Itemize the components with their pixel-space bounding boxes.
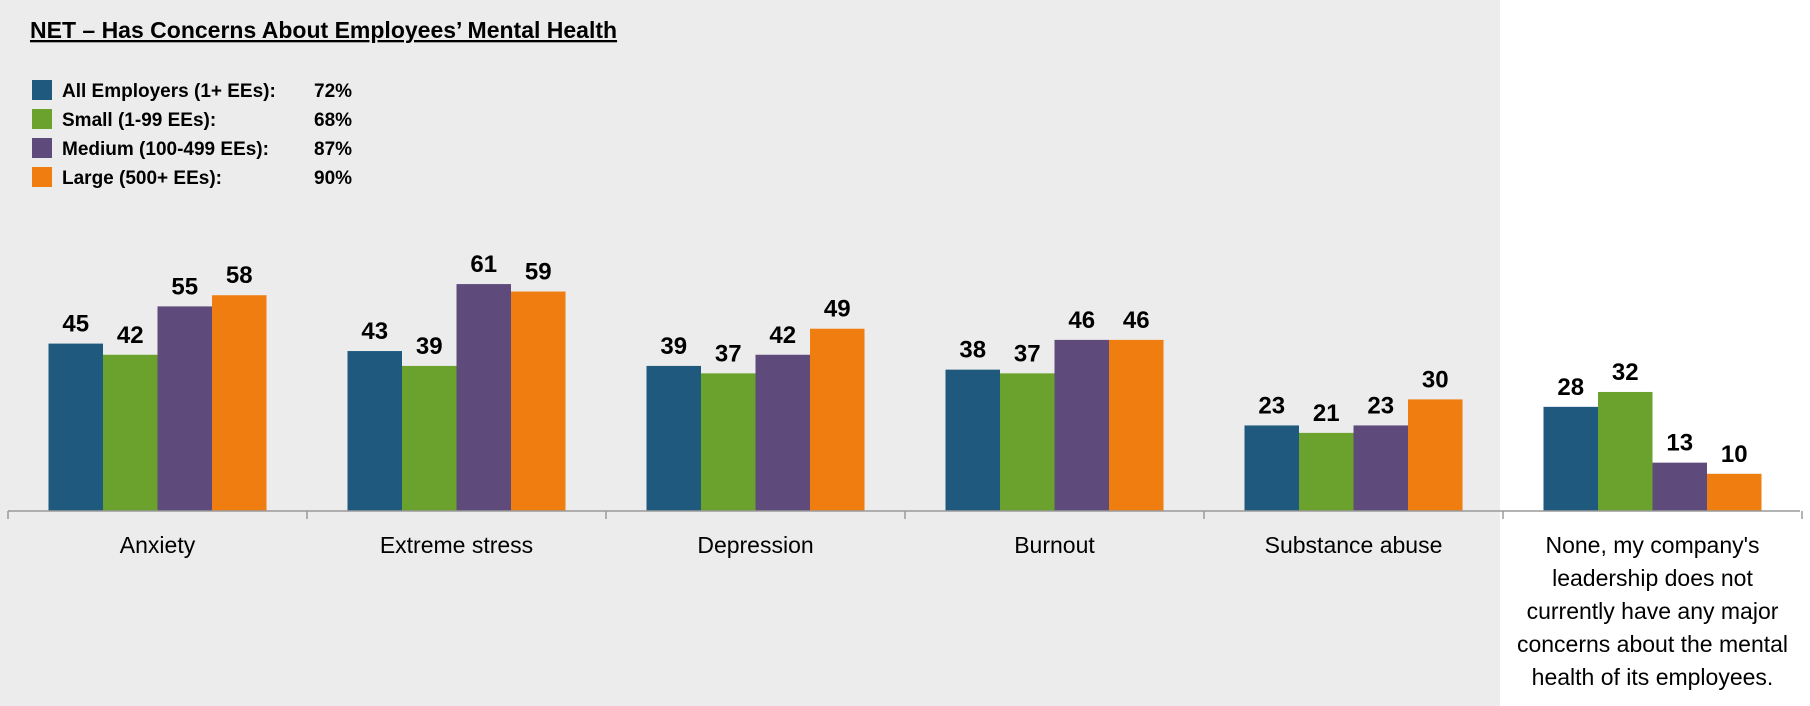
chart-title: NET – Has Concerns About Employees’ Ment… xyxy=(30,17,617,43)
bar xyxy=(1707,473,1762,511)
legend-label: Medium (100-499 EEs): xyxy=(62,139,269,160)
data-label: 42 xyxy=(117,322,144,349)
legend-swatch xyxy=(32,167,52,187)
legend-net-value: 72% xyxy=(314,81,352,102)
data-label: 30 xyxy=(1422,366,1449,393)
bar xyxy=(347,351,402,511)
category-label: Depression xyxy=(697,532,813,558)
legend-swatch xyxy=(32,80,52,100)
bar xyxy=(1598,391,1653,511)
data-label: 55 xyxy=(171,273,198,300)
category-label: Substance abuse xyxy=(1265,532,1443,558)
category-label: None, my company's xyxy=(1545,532,1759,558)
data-label: 13 xyxy=(1666,430,1693,457)
bar xyxy=(755,354,810,511)
data-label: 23 xyxy=(1258,392,1285,419)
bar xyxy=(1408,399,1463,511)
data-label: 42 xyxy=(769,322,796,349)
bar xyxy=(1652,462,1707,511)
bar xyxy=(212,295,267,511)
x-axis-ticks xyxy=(7,511,1803,519)
category-label: Extreme stress xyxy=(380,532,533,558)
legend-swatch xyxy=(32,109,52,129)
category-label: Burnout xyxy=(1014,532,1095,558)
data-label: 39 xyxy=(416,333,443,360)
bar xyxy=(1244,425,1299,511)
data-label: 45 xyxy=(62,311,89,338)
bar xyxy=(511,291,566,511)
legend-label: All Employers (1+ EEs): xyxy=(62,81,276,102)
data-label: 49 xyxy=(824,296,851,323)
data-label: 37 xyxy=(1014,340,1041,367)
bar xyxy=(945,369,1000,511)
legend-swatch xyxy=(32,138,52,158)
category-label: health of its employees. xyxy=(1532,664,1774,690)
bar xyxy=(48,343,103,511)
bar xyxy=(1109,339,1164,511)
data-label: 39 xyxy=(660,333,687,360)
legend-label: Large (500+ EEs): xyxy=(62,168,222,189)
data-label: 38 xyxy=(959,337,986,364)
data-label: 21 xyxy=(1313,400,1340,427)
bar xyxy=(646,365,701,511)
bar xyxy=(1000,373,1055,511)
data-labels-group: 45 42 55 58 43 39 61 59 39 37 42 49 38 37 46 46 23 21 23 30… xyxy=(62,251,1747,468)
bar xyxy=(1353,425,1408,511)
category-label: concerns about the mental xyxy=(1517,631,1788,657)
category-label: Anxiety xyxy=(120,532,196,558)
data-label: 46 xyxy=(1123,307,1150,334)
legend-net-value: 68% xyxy=(314,110,352,131)
data-label: 61 xyxy=(470,251,497,278)
legend-label: Small (1-99 EEs): xyxy=(62,110,216,131)
data-label: 32 xyxy=(1612,359,1639,386)
legend: All Employers (1+ EEs): 72% Small (1-99 EE… xyxy=(32,80,352,189)
data-label: 28 xyxy=(1557,374,1584,401)
bar xyxy=(810,328,865,511)
category-labels-group: Anxiety Extreme stress Depression Burnout Su… xyxy=(120,532,1788,690)
data-label: 37 xyxy=(715,340,742,367)
legend-net-value: 90% xyxy=(314,168,352,189)
data-label: 59 xyxy=(525,259,552,286)
bar xyxy=(402,365,457,511)
bar xyxy=(456,284,511,511)
legend-net-value: 87% xyxy=(314,139,352,160)
bar xyxy=(157,306,212,511)
data-label: 58 xyxy=(226,262,253,289)
bar xyxy=(103,354,158,511)
bar xyxy=(1299,432,1354,511)
bars-group xyxy=(48,284,1762,511)
data-label: 23 xyxy=(1367,392,1394,419)
bar xyxy=(1054,339,1109,511)
bar xyxy=(1543,406,1598,511)
category-label: leadership does not xyxy=(1552,565,1753,591)
category-label: currently have any major xyxy=(1527,598,1779,624)
data-label: 43 xyxy=(361,318,388,345)
bar xyxy=(701,373,756,511)
data-label: 10 xyxy=(1721,441,1748,468)
data-label: 46 xyxy=(1068,307,1095,334)
